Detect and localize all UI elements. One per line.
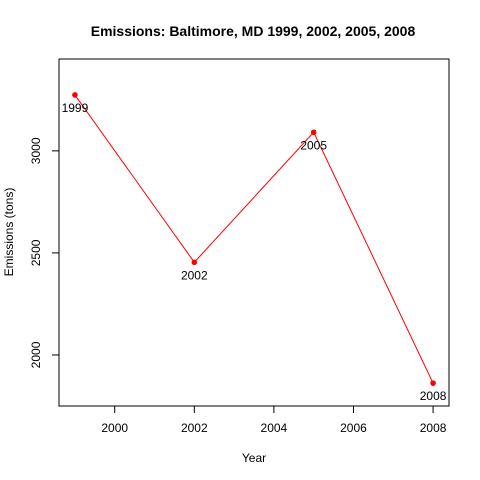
y-tick-label: 3000 (29, 137, 43, 164)
series-line-group: 1999 2002 2005 2008 (62, 92, 447, 403)
data-point (310, 129, 317, 136)
x-axis: 2000 2002 2004 2006 2008 (101, 405, 447, 435)
x-tick-label: 2000 (101, 421, 128, 435)
y-tick-label: 2500 (29, 239, 43, 266)
plot-frame (58, 58, 450, 407)
data-point-label: 1999 (62, 101, 89, 115)
series-line (74, 94, 434, 384)
data-point-label: 2008 (420, 389, 447, 403)
x-axis-label: Year (242, 451, 266, 465)
x-tick-label: 2002 (181, 421, 208, 435)
data-point-label: 2005 (300, 138, 327, 152)
chart-title: Emissions: Baltimore, MD 1999, 2002, 200… (91, 23, 416, 39)
x-tick-label: 2006 (340, 421, 367, 435)
x-tick-label: 2004 (261, 421, 288, 435)
data-point (72, 92, 78, 98)
y-tick-label: 2000 (29, 341, 43, 368)
data-point (191, 259, 198, 266)
y-axis: 2000 2500 3000 (29, 137, 60, 368)
data-point-label: 2002 (181, 268, 208, 282)
data-point (430, 380, 436, 386)
y-axis-label: Emissions (tons) (2, 188, 16, 277)
x-tick-label: 2008 (420, 421, 447, 435)
